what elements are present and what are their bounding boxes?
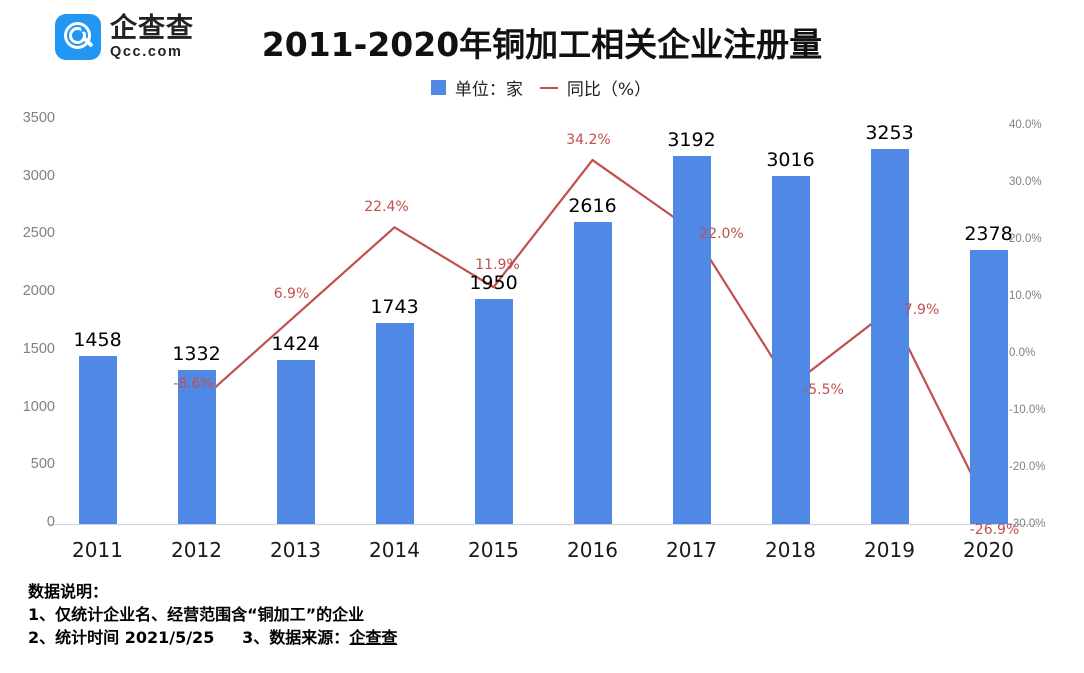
legend-bar-label: 单位：家 (454, 80, 523, 100)
y-axis-tick-right: -10.0% (1009, 404, 1046, 416)
qcc-logo-icon (55, 14, 101, 60)
bar-value-label: 1950 (469, 271, 518, 294)
chart-header: 企查查 Qcc.com 2011-2020年铜加工相关企业注册量 单位：家 同比… (0, 0, 1084, 100)
bar-2013[interactable] (276, 359, 315, 524)
legend-bar-swatch (430, 80, 446, 95)
x-axis-tick-2014: 2014 (369, 538, 420, 562)
bar-2016[interactable] (573, 222, 612, 524)
x-axis-line (48, 524, 1038, 525)
line-value-label: 6.9% (273, 285, 310, 302)
brand-wordmark: 企查查 Qcc.com (110, 15, 194, 60)
footer-note-2: 2、统计时间 2021/5/25 3、数据来源：企查查 (28, 626, 828, 649)
line-value-label: 22.0% (699, 225, 744, 242)
brand-name-cn: 企查查 (110, 12, 194, 44)
bar-value-label: 1424 (271, 332, 320, 355)
y-axis-tick-left: 0 (46, 514, 55, 530)
page-title: 2011-2020年铜加工相关企业注册量 (261, 25, 823, 64)
bar-value-label: 2378 (964, 222, 1013, 245)
y-axis-tick-left: 3000 (22, 167, 55, 184)
bar-2015[interactable] (474, 298, 513, 524)
bar-2014[interactable] (375, 322, 414, 524)
footer-note-1: 1、仅统计企业名、经营范围含“铜加工”的企业 (28, 605, 365, 625)
x-axis-tick-2018: 2018 (765, 538, 816, 562)
line-value-label: -8.6% (173, 376, 214, 393)
bar-2018[interactable] (771, 175, 810, 524)
bar-2019[interactable] (870, 148, 909, 524)
bar-value-label: 1332 (172, 343, 221, 366)
y-axis-tick-left: 1500 (22, 340, 55, 357)
footer-heading: 数据说明： (28, 582, 109, 601)
x-axis-tick-2012: 2012 (171, 538, 222, 562)
chart-legend: 单位：家 同比（%） (0, 75, 1084, 100)
line-value-label: 7.9% (903, 301, 940, 318)
bar-value-label: 2616 (568, 195, 617, 218)
y-axis-tick-left: 3500 (22, 110, 55, 126)
x-axis-tick-2013: 2013 (270, 538, 321, 562)
line-value-label: -5.5% (803, 382, 844, 399)
x-axis-tick-2011: 2011 (72, 538, 123, 562)
y-axis-tick-right: 30.0% (1009, 176, 1042, 188)
bar-value-label: 3192 (667, 128, 716, 151)
y-axis-tick-left: 500 (30, 456, 55, 473)
x-axis-tick-2020: 2020 (963, 538, 1014, 562)
footer-note-2-text: 2、统计时间 2021/5/25 3、数据来源： (28, 628, 350, 648)
brand-name-en: Qcc.com (110, 43, 183, 60)
bar-2012[interactable] (177, 370, 216, 524)
logo-ring-outer (64, 22, 91, 49)
trend-line-path (195, 158, 990, 509)
y-axis-tick-left: 1000 (22, 398, 55, 415)
y-axis-tick-left: 2500 (22, 225, 55, 242)
bar-value-label: 3016 (766, 148, 815, 171)
legend-line-label: 同比（%） (566, 80, 652, 100)
bar-value-label: 1458 (73, 328, 122, 351)
x-axis-tick-2017: 2017 (666, 538, 717, 562)
y-axis-tick-right: 40.0% (1009, 119, 1042, 131)
brand-logo: 企查查 Qcc.com (55, 14, 194, 60)
bar-2017[interactable] (672, 155, 711, 524)
bar-value-label: 1743 (370, 295, 419, 318)
y-axis-tick-right: 0.0% (1009, 347, 1036, 359)
line-value-label: 34.2% (566, 132, 611, 149)
bar-value-label: 3253 (865, 121, 914, 144)
bar-2020[interactable] (969, 249, 1008, 524)
y-axis-tick-right: -30.0% (1009, 518, 1046, 530)
y-axis-tick-left: 2000 (22, 283, 55, 300)
x-axis-tick-2019: 2019 (864, 538, 915, 562)
line-value-label: 22.4% (364, 199, 409, 216)
x-axis-tick-2016: 2016 (567, 538, 618, 562)
footer-source-link[interactable]: 企查查 (349, 628, 398, 648)
footer-notes: 数据说明： 1、仅统计企业名、经营范围含“铜加工”的企业 2、统计时间 2021… (28, 580, 828, 650)
y-axis-tick-right: 20.0% (1009, 233, 1042, 245)
y-axis-tick-right: 10.0% (1009, 290, 1042, 302)
y-axis-tick-right: -20.0% (1009, 461, 1046, 473)
legend-line-swatch (539, 86, 558, 89)
bar-2011[interactable] (78, 355, 117, 524)
logo-ring-inner-c (69, 27, 86, 44)
x-axis-tick-2015: 2015 (468, 538, 519, 562)
line-value-label: -26.9% (969, 522, 1020, 539)
line-value-label: 11.9% (475, 257, 520, 274)
